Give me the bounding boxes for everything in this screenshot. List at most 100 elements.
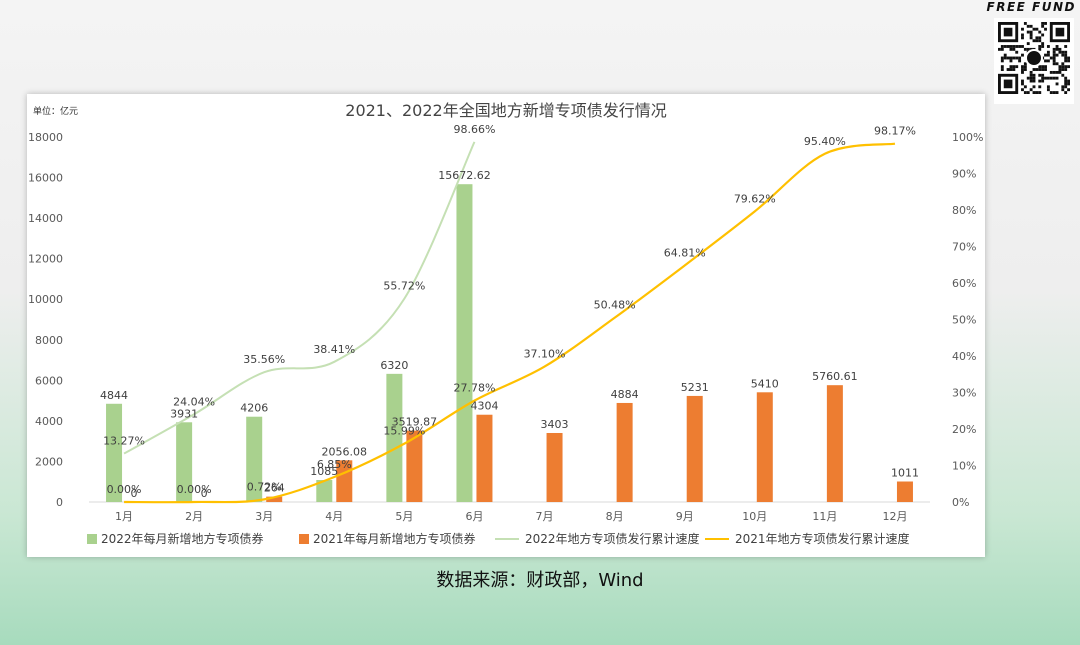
line-data-label: 50.48% [594, 299, 636, 312]
legend-item: 2021年地方专项债发行累计速度 [705, 531, 910, 546]
bar [756, 392, 773, 502]
qr-module [1038, 30, 1042, 34]
line-data-label: 38.41% [313, 343, 355, 356]
qr-module [1058, 47, 1062, 51]
y-tick-label: 10000 [28, 293, 63, 306]
qr-module [1055, 45, 1059, 48]
line-data-label: 98.66% [453, 123, 495, 136]
bar-data-label: 264 [264, 482, 285, 495]
bar-data-label: 4206 [240, 402, 268, 415]
y2-tick-label: 30% [952, 387, 976, 400]
qr-module [1052, 91, 1056, 94]
qr-module [1026, 47, 1030, 51]
qr-module [1021, 65, 1024, 69]
line-data-label: 24.04% [173, 395, 215, 408]
legend-item: 2022年每月新增地方专项债券 [87, 531, 264, 546]
qr-module [1015, 65, 1019, 69]
line-data-label: 27.78% [453, 382, 495, 395]
qr-module [1061, 65, 1065, 69]
line-data-label: 98.17% [874, 125, 916, 138]
qr-module [1029, 79, 1033, 83]
qr-module [1064, 85, 1068, 89]
qr-module [1061, 50, 1065, 54]
qr-module [1049, 56, 1053, 60]
x-tick-label: 8月 [606, 510, 624, 523]
series-line [124, 142, 896, 504]
qr-module [1064, 59, 1068, 63]
legend-label: 2021年每月新增地方专项债券 [313, 531, 476, 546]
qr-module [1044, 65, 1047, 69]
qr-module [1046, 59, 1050, 63]
legend-item: 2021年每月新增地方专项债券 [299, 531, 476, 546]
line-data-label: 95.40% [804, 135, 846, 148]
qr-module [1064, 53, 1068, 57]
qr-module [1021, 36, 1024, 40]
bar-data-label: 0 [131, 487, 138, 500]
unit-label: 单位：亿元 [33, 105, 78, 117]
qr-module [1064, 68, 1068, 71]
qr-module [1029, 88, 1033, 92]
legend-label: 2021年地方专项债发行累计速度 [735, 531, 910, 546]
qr-module [1041, 79, 1045, 83]
qr-module [1046, 76, 1050, 80]
qr-module [1064, 79, 1068, 83]
qr-module [1055, 53, 1059, 57]
line-data-label: 79.62% [734, 192, 776, 205]
bar-data-label: 4304 [470, 400, 498, 413]
qr-module [1067, 88, 1070, 92]
qr-module [1026, 30, 1030, 34]
qr-module [1041, 73, 1045, 77]
qr-module [1012, 68, 1016, 71]
y2-tick-label: 40% [952, 350, 976, 363]
y-tick-label: 8000 [35, 334, 63, 347]
qr-module [1009, 59, 1013, 63]
bar-data-label: 3519.87 [392, 416, 438, 429]
series-line [123, 141, 476, 455]
qr-module [1012, 65, 1016, 69]
qr-module [1044, 27, 1047, 31]
qr-module [1032, 91, 1036, 94]
qr-module [1041, 68, 1045, 71]
qr-module [1032, 27, 1036, 31]
y-tick-label: 12000 [28, 253, 63, 266]
chart-svg: 2021、2022年全国地方新增专项债发行情况 单位：亿元 0 2000 4000 6… [28, 101, 983, 546]
y-tick-label: 6000 [35, 374, 63, 387]
qr-module [1061, 68, 1065, 71]
qr-module [1064, 82, 1068, 86]
qr-module [1055, 91, 1059, 94]
line-data-label: 6.85% [317, 458, 352, 471]
qr-module [1029, 76, 1033, 80]
qr-module [1023, 62, 1027, 66]
qr-module [1021, 82, 1024, 86]
qr-module [1052, 53, 1056, 57]
qr-module [1038, 36, 1042, 40]
x-tick-label: 11月 [812, 510, 837, 523]
qr-module [1029, 24, 1033, 28]
qr-module [1015, 45, 1019, 48]
qr-finder [1055, 27, 1065, 37]
y2-tick-label: 50% [952, 314, 976, 327]
line-data-label: 35.56% [243, 353, 285, 366]
qr-module [1046, 50, 1050, 54]
qr-module [1026, 24, 1030, 28]
qr-module [1055, 76, 1059, 80]
qr-module [1021, 88, 1024, 92]
qr-module [1067, 56, 1070, 60]
qr-module [1041, 42, 1045, 46]
x-tick-label: 6月 [465, 510, 483, 523]
qr-module [1026, 42, 1030, 46]
qr-module [1032, 68, 1036, 71]
qr-module [1032, 79, 1036, 83]
qr-module [1021, 27, 1024, 31]
qr-module [1052, 47, 1056, 51]
qr-module [1064, 91, 1068, 94]
qr-module [1049, 91, 1053, 94]
qr-module [1032, 73, 1036, 77]
qr-module [1000, 68, 1004, 71]
qr-module [1061, 85, 1065, 89]
qr-module [1067, 82, 1070, 86]
qr-module [1055, 70, 1059, 74]
line-data-label: 0.72% [247, 480, 282, 493]
qr-module [1023, 65, 1027, 69]
qr-module [1061, 62, 1065, 66]
